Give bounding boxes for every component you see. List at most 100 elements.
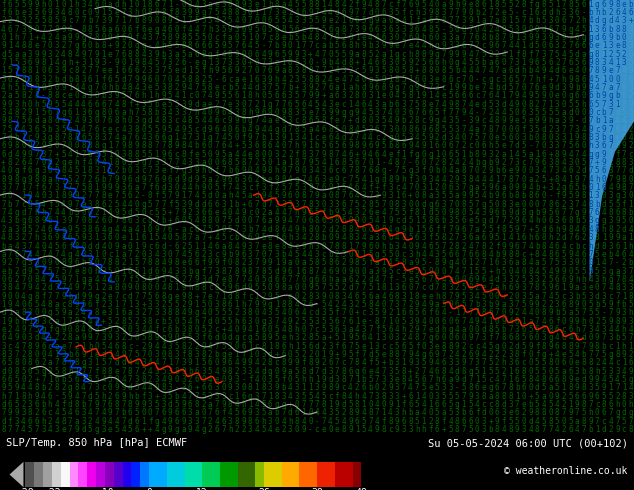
Text: 8: 8 bbox=[428, 24, 433, 34]
Text: 9: 9 bbox=[108, 16, 112, 25]
Text: b: b bbox=[41, 383, 46, 392]
Text: 7: 7 bbox=[609, 258, 613, 267]
Text: 8: 8 bbox=[508, 383, 513, 392]
Text: 2: 2 bbox=[355, 300, 359, 309]
Text: 4: 4 bbox=[55, 408, 59, 417]
Text: a: a bbox=[134, 183, 139, 192]
Text: f: f bbox=[81, 158, 86, 167]
Text: f: f bbox=[268, 183, 273, 192]
Text: g: g bbox=[68, 250, 72, 259]
Text: h: h bbox=[188, 283, 193, 292]
Text: 8: 8 bbox=[108, 367, 112, 376]
Text: 9: 9 bbox=[568, 283, 573, 292]
Text: b: b bbox=[115, 83, 119, 92]
Text: a: a bbox=[8, 92, 12, 100]
Text: f: f bbox=[528, 49, 533, 59]
Text: 4: 4 bbox=[441, 100, 446, 109]
Text: 3: 3 bbox=[314, 383, 320, 392]
Text: f: f bbox=[248, 375, 252, 384]
Text: 2: 2 bbox=[382, 133, 386, 142]
Text: 3: 3 bbox=[408, 250, 413, 259]
Text: 0: 0 bbox=[448, 58, 453, 67]
Text: 9: 9 bbox=[395, 425, 399, 434]
Text: 7: 7 bbox=[482, 358, 486, 368]
Text: 4: 4 bbox=[15, 342, 19, 350]
Text: 8: 8 bbox=[188, 74, 193, 84]
Text: 8: 8 bbox=[34, 74, 39, 84]
Text: 3: 3 bbox=[455, 358, 460, 368]
Text: 1: 1 bbox=[94, 283, 99, 292]
Text: 8: 8 bbox=[622, 275, 626, 284]
Text: 1: 1 bbox=[34, 108, 39, 117]
Text: 2: 2 bbox=[301, 333, 306, 342]
Text: 4: 4 bbox=[361, 408, 366, 417]
Text: 5: 5 bbox=[361, 16, 366, 25]
Text: 7: 7 bbox=[388, 300, 392, 309]
Text: 7: 7 bbox=[201, 416, 206, 426]
Text: 3: 3 bbox=[568, 258, 573, 267]
Text: 8: 8 bbox=[188, 325, 193, 334]
Text: 4: 4 bbox=[161, 24, 166, 34]
Text: 8: 8 bbox=[568, 383, 573, 392]
Text: 3: 3 bbox=[195, 208, 199, 217]
Text: 9: 9 bbox=[261, 192, 266, 200]
Text: 9: 9 bbox=[208, 125, 212, 134]
Text: 1: 1 bbox=[568, 133, 573, 142]
Text: e: e bbox=[482, 283, 486, 292]
Text: 8: 8 bbox=[288, 66, 293, 75]
Text: b: b bbox=[268, 0, 273, 9]
Text: 5: 5 bbox=[581, 267, 586, 275]
Text: h: h bbox=[242, 400, 246, 409]
Text: 0: 0 bbox=[248, 49, 252, 59]
Text: 5: 5 bbox=[548, 0, 553, 9]
Text: h: h bbox=[34, 100, 39, 109]
Text: 0: 0 bbox=[268, 325, 273, 334]
Text: 4: 4 bbox=[609, 41, 613, 50]
Text: 9: 9 bbox=[588, 392, 593, 401]
Text: 2: 2 bbox=[555, 183, 560, 192]
Text: 8: 8 bbox=[548, 358, 553, 368]
Text: 6: 6 bbox=[581, 392, 586, 401]
Text: 4: 4 bbox=[181, 183, 186, 192]
Text: 9: 9 bbox=[595, 333, 600, 342]
Text: 5: 5 bbox=[255, 24, 259, 34]
Text: 7: 7 bbox=[441, 49, 446, 59]
Text: 6: 6 bbox=[568, 425, 573, 434]
Text: 2: 2 bbox=[121, 333, 126, 342]
Text: 5: 5 bbox=[422, 258, 426, 267]
Text: c: c bbox=[422, 117, 426, 125]
Text: e: e bbox=[288, 292, 293, 300]
Text: 6: 6 bbox=[355, 158, 359, 167]
Text: c: c bbox=[221, 83, 226, 92]
Text: 8: 8 bbox=[15, 108, 19, 117]
Text: 5: 5 bbox=[168, 41, 172, 50]
Text: 5: 5 bbox=[308, 258, 313, 267]
Text: 2: 2 bbox=[522, 408, 526, 417]
Text: c: c bbox=[609, 158, 613, 167]
Text: 3: 3 bbox=[508, 358, 513, 368]
Text: 9: 9 bbox=[228, 283, 233, 292]
Text: 7: 7 bbox=[228, 267, 233, 275]
Text: d: d bbox=[314, 308, 320, 317]
Text: 0: 0 bbox=[295, 292, 299, 300]
Text: 6: 6 bbox=[48, 108, 53, 117]
Text: h: h bbox=[602, 133, 606, 142]
Text: 4: 4 bbox=[508, 100, 513, 109]
Text: 4: 4 bbox=[288, 225, 293, 234]
Text: 2: 2 bbox=[535, 100, 540, 109]
Text: 9: 9 bbox=[141, 242, 146, 250]
Text: 8: 8 bbox=[128, 150, 133, 159]
Text: 7: 7 bbox=[8, 392, 12, 401]
Text: e: e bbox=[34, 41, 39, 50]
Text: h: h bbox=[248, 108, 252, 117]
Text: 5: 5 bbox=[195, 66, 199, 75]
Text: 4: 4 bbox=[195, 217, 199, 225]
Text: 4: 4 bbox=[15, 41, 19, 50]
Text: 8: 8 bbox=[281, 117, 286, 125]
Text: 6: 6 bbox=[68, 233, 72, 242]
Text: 4: 4 bbox=[255, 400, 259, 409]
Text: 8: 8 bbox=[435, 8, 439, 17]
Text: 8: 8 bbox=[21, 41, 25, 50]
Text: 9: 9 bbox=[321, 58, 326, 67]
Text: 8: 8 bbox=[401, 258, 406, 267]
